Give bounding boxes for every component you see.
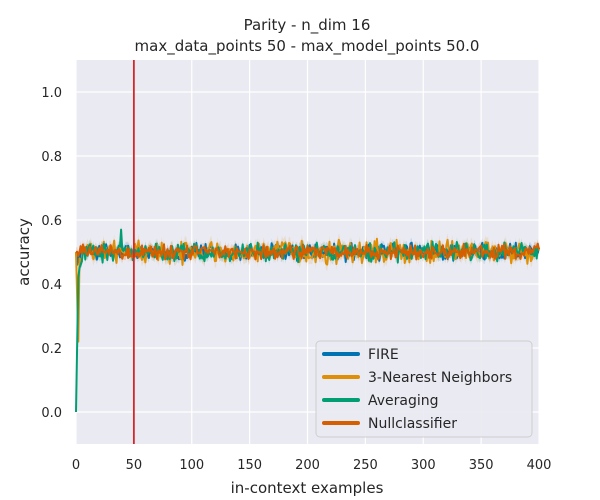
y-tick-labels: 0.0 0.2 0.4 0.6 0.8 1.0 (41, 86, 62, 421)
series-lines (75, 228, 540, 413)
x-axis-label: in-context examples (231, 479, 384, 497)
y-tick-label: 0.2 (41, 342, 62, 357)
x-tick-labels: 0 50 100 150 200 250 300 350 400 (72, 458, 552, 473)
x-tick-label: 100 (179, 458, 204, 473)
legend-label: Averaging (368, 393, 439, 409)
legend-box (315, 340, 533, 438)
y-tick-label: 1.0 (41, 86, 62, 101)
confidence-band (76, 232, 539, 348)
legend: FIRE 3-Nearest Neighbors Averaging Nullclas… (315, 340, 533, 438)
x-tick-label: 350 (469, 458, 494, 473)
x-tick-label: 300 (411, 458, 436, 473)
y-tick-label: 0.8 (41, 150, 62, 165)
x-tick-label: 250 (353, 458, 378, 473)
series-line (75, 242, 540, 261)
y-tick-label: 0.6 (41, 214, 62, 229)
x-tick-label: 50 (126, 458, 143, 473)
chart-subtitle: max_data_points 50 - max_model_points 50… (135, 37, 480, 56)
x-tick-label: 0 (72, 458, 80, 473)
x-tick-label: 200 (295, 458, 320, 473)
x-tick-label: 400 (527, 458, 552, 473)
chart-title: Parity - n_dim 16 (244, 16, 371, 35)
legend-label: Nullclassifier (368, 416, 457, 432)
x-tick-label: 150 (237, 458, 262, 473)
y-tick-label: 0.0 (41, 406, 62, 421)
y-tick-label: 0.4 (41, 278, 62, 293)
y-axis-label: accuracy (15, 218, 33, 286)
legend-label: FIRE (368, 347, 399, 363)
legend-label: 3-Nearest Neighbors (368, 370, 512, 386)
